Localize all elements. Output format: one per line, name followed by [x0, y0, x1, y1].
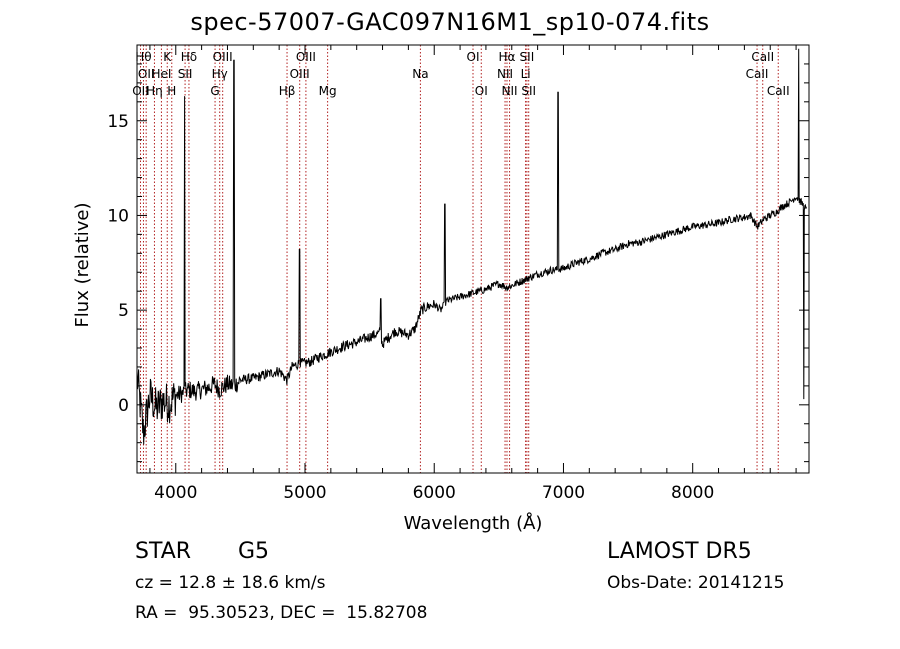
object-subclass: G5: [238, 539, 270, 564]
line-label: SII: [178, 67, 193, 81]
y-tick-label: 5: [118, 301, 129, 321]
line-label: Hθ: [135, 50, 151, 64]
line-label: CaII: [767, 84, 790, 98]
line-markers: [139, 45, 779, 473]
object-class: STAR: [135, 539, 192, 564]
data-release: LAMOST DR5: [607, 539, 752, 564]
line-label: OIII: [213, 50, 233, 64]
line-label: OIII: [290, 67, 310, 81]
line-label: NII: [502, 84, 518, 98]
line-label: OIII: [296, 50, 316, 64]
line-label: K: [163, 50, 172, 64]
x-tick-label: 6000: [413, 483, 456, 503]
x-tick-label: 7000: [542, 483, 585, 503]
line-label: SII: [521, 84, 536, 98]
line-label: Hγ: [212, 67, 228, 81]
y-axis-label: Flux (relative): [72, 202, 93, 327]
line-label: NII: [497, 67, 513, 81]
line-label: OI: [475, 84, 488, 98]
line-label: SII: [520, 50, 535, 64]
x-axis-label: Wavelength (Å): [404, 512, 543, 534]
line-label: Mg: [319, 84, 337, 98]
line-label: Li: [521, 67, 531, 81]
line-labels: OIIHθOIIHηHeIKHSIIHδGHγOIIIHβOIIIOIIIMgN…: [132, 50, 789, 98]
line-label: Hβ: [279, 84, 296, 98]
line-label: CaII: [746, 67, 769, 81]
spectrum-series: [136, 48, 807, 445]
x-tick-label: 8000: [671, 483, 714, 503]
plot-frame: [136, 44, 810, 474]
line-label: HeI: [151, 67, 171, 81]
line-label: Na: [412, 67, 428, 81]
line-label: H: [167, 84, 176, 98]
y-tick-label: 15: [107, 112, 129, 132]
x-tick-label: 5000: [283, 483, 326, 503]
x-tick-label: 4000: [154, 483, 197, 503]
line-label: CaII: [751, 50, 774, 64]
chart-title: spec-57007-GAC097N16M1_sp10-074.fits: [190, 8, 710, 36]
line-label: OI: [467, 50, 480, 64]
line-label: Hδ: [181, 50, 197, 64]
line-label: OII: [132, 84, 149, 98]
line-label: G: [210, 84, 219, 98]
line-label: Hα: [499, 50, 516, 64]
y-tick-label: 0: [118, 396, 129, 416]
y-axis-ticks: 0 5 10 15: [107, 63, 809, 463]
coordinates: RA = 95.30523, DEC = 15.82708: [135, 603, 428, 623]
redshift-readout: cz = 12.8 ± 18.6 km/s: [135, 573, 326, 593]
line-label: Hη: [146, 84, 163, 98]
y-tick-label: 10: [107, 206, 129, 226]
x-axis-ticks: 4000 5000 6000 7000 8000: [149, 45, 797, 503]
line-label: OII: [138, 67, 155, 81]
obs-date: Obs-Date: 20141215: [607, 573, 785, 593]
spectrum-line: [136, 48, 807, 445]
